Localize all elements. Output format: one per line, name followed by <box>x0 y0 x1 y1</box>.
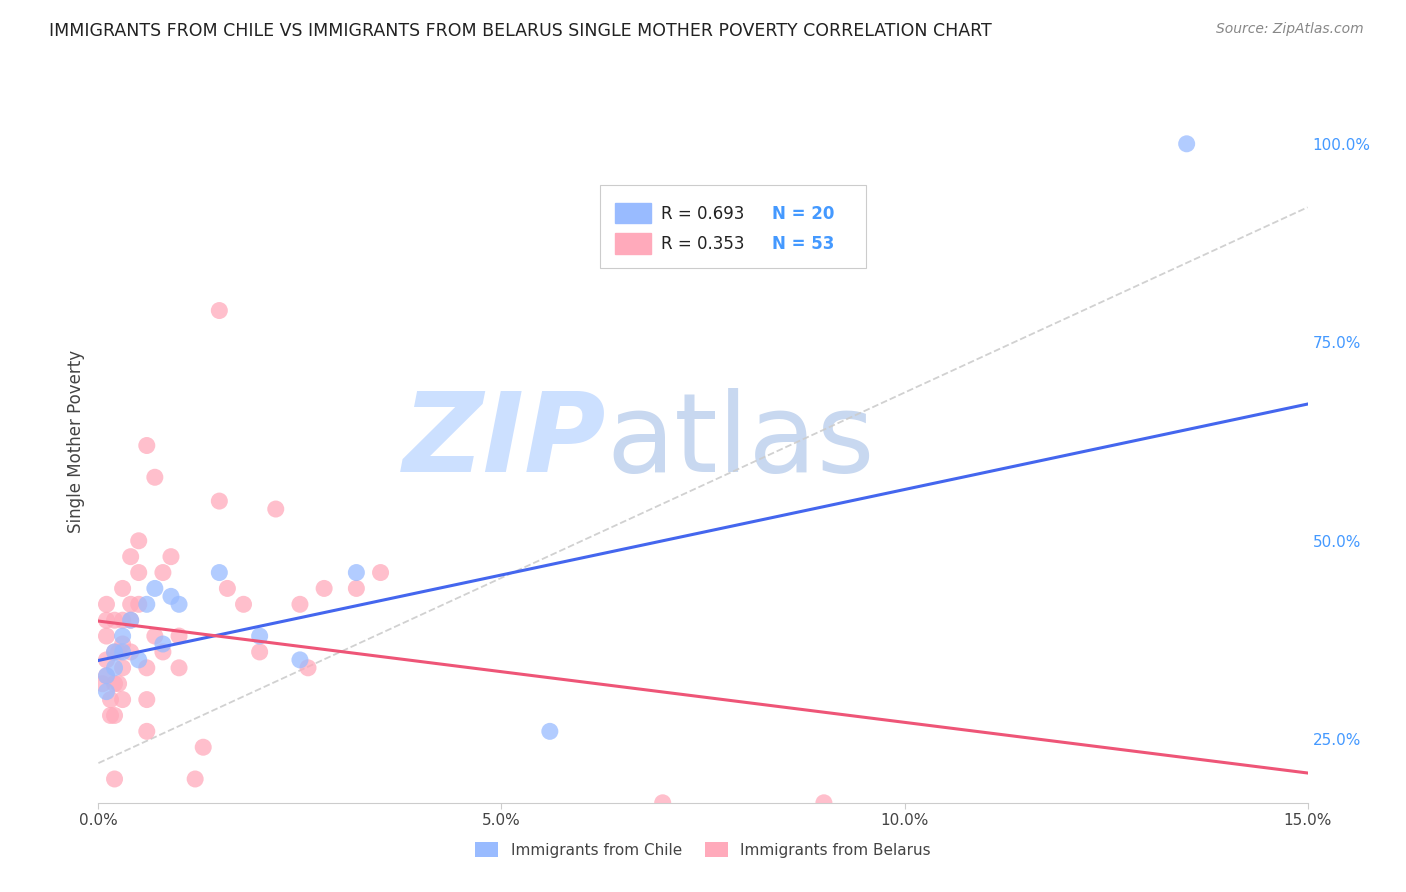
Immigrants from Chile <box>249 629 271 643</box>
Immigrants from Chile <box>103 661 125 675</box>
Immigrants from Belarus <box>103 772 125 786</box>
Bar <box>614 203 651 223</box>
Immigrants from Belarus <box>103 708 125 723</box>
Immigrants from Belarus <box>96 613 118 627</box>
Immigrants from Belarus <box>120 549 142 564</box>
Text: ZIP: ZIP <box>402 388 606 495</box>
Immigrants from Belarus <box>96 597 118 611</box>
Immigrants from Belarus <box>314 582 336 596</box>
Immigrants from Belarus <box>160 549 183 564</box>
Immigrants from Chile <box>111 645 134 659</box>
Immigrants from Chile <box>208 566 231 580</box>
Immigrants from Chile <box>344 566 367 580</box>
Immigrants from Chile <box>813 851 835 865</box>
Immigrants from Belarus <box>107 645 129 659</box>
Immigrants from Belarus <box>232 597 254 611</box>
Immigrants from Belarus <box>111 582 134 596</box>
Immigrants from Belarus <box>135 692 157 706</box>
Immigrants from Belarus <box>651 796 673 810</box>
Immigrants from Belarus <box>111 692 134 706</box>
Immigrants from Belarus <box>249 645 271 659</box>
Immigrants from Belarus <box>184 772 207 786</box>
Immigrants from Chile <box>96 684 118 698</box>
Text: R = 0.693: R = 0.693 <box>661 205 744 223</box>
Immigrants from Chile <box>103 645 125 659</box>
Immigrants from Belarus <box>344 582 367 596</box>
Immigrants from Chile <box>538 724 561 739</box>
Immigrants from Belarus <box>111 613 134 627</box>
Immigrants from Belarus <box>813 796 835 810</box>
Immigrants from Belarus <box>152 645 174 659</box>
Immigrants from Belarus <box>96 669 118 683</box>
Immigrants from Belarus <box>167 661 190 675</box>
Immigrants from Belarus <box>96 653 118 667</box>
Immigrants from Chile <box>111 629 134 643</box>
Immigrants from Chile <box>288 653 311 667</box>
Immigrants from Belarus <box>91 676 114 690</box>
Immigrants from Belarus <box>120 613 142 627</box>
Bar <box>614 234 651 253</box>
FancyBboxPatch shape <box>600 185 866 268</box>
Immigrants from Chile <box>167 597 190 611</box>
Immigrants from Belarus <box>208 494 231 508</box>
Immigrants from Belarus <box>111 637 134 651</box>
Immigrants from Belarus <box>288 597 311 611</box>
Immigrants from Belarus <box>370 566 392 580</box>
Text: atlas: atlas <box>606 388 875 495</box>
Immigrants from Belarus <box>208 303 231 318</box>
Immigrants from Belarus <box>167 629 190 643</box>
Immigrants from Belarus <box>297 661 319 675</box>
Text: IMMIGRANTS FROM CHILE VS IMMIGRANTS FROM BELARUS SINGLE MOTHER POVERTY CORRELATI: IMMIGRANTS FROM CHILE VS IMMIGRANTS FROM… <box>49 22 993 40</box>
Immigrants from Belarus <box>143 629 166 643</box>
Immigrants from Belarus <box>217 582 239 596</box>
Immigrants from Chile <box>143 582 166 596</box>
Immigrants from Belarus <box>100 692 122 706</box>
Immigrants from Chile <box>96 669 118 683</box>
Immigrants from Belarus <box>111 661 134 675</box>
Immigrants from Belarus <box>264 502 287 516</box>
Immigrants from Belarus <box>128 597 150 611</box>
Text: N = 20: N = 20 <box>772 205 834 223</box>
Immigrants from Belarus <box>143 470 166 484</box>
Immigrants from Belarus <box>135 438 157 452</box>
Immigrants from Belarus <box>128 566 150 580</box>
Immigrants from Belarus <box>120 597 142 611</box>
Immigrants from Chile <box>135 597 157 611</box>
Immigrants from Belarus <box>135 661 157 675</box>
Legend: Immigrants from Chile, Immigrants from Belarus: Immigrants from Chile, Immigrants from B… <box>470 836 936 863</box>
Text: Source: ZipAtlas.com: Source: ZipAtlas.com <box>1216 22 1364 37</box>
Immigrants from Chile <box>1175 136 1198 151</box>
Y-axis label: Single Mother Poverty: Single Mother Poverty <box>66 350 84 533</box>
Text: N = 53: N = 53 <box>772 235 834 253</box>
Immigrants from Belarus <box>103 645 125 659</box>
Immigrants from Belarus <box>107 676 129 690</box>
Text: R = 0.353: R = 0.353 <box>661 235 744 253</box>
Immigrants from Belarus <box>96 629 118 643</box>
Immigrants from Chile <box>120 613 142 627</box>
Immigrants from Belarus <box>103 613 125 627</box>
Immigrants from Chile <box>160 590 183 604</box>
Immigrants from Belarus <box>193 740 215 755</box>
Immigrants from Belarus <box>128 533 150 548</box>
Immigrants from Belarus <box>120 645 142 659</box>
Immigrants from Belarus <box>103 676 125 690</box>
Immigrants from Belarus <box>100 708 122 723</box>
Immigrants from Chile <box>128 653 150 667</box>
Immigrants from Chile <box>152 637 174 651</box>
Immigrants from Belarus <box>152 566 174 580</box>
Immigrants from Belarus <box>135 724 157 739</box>
